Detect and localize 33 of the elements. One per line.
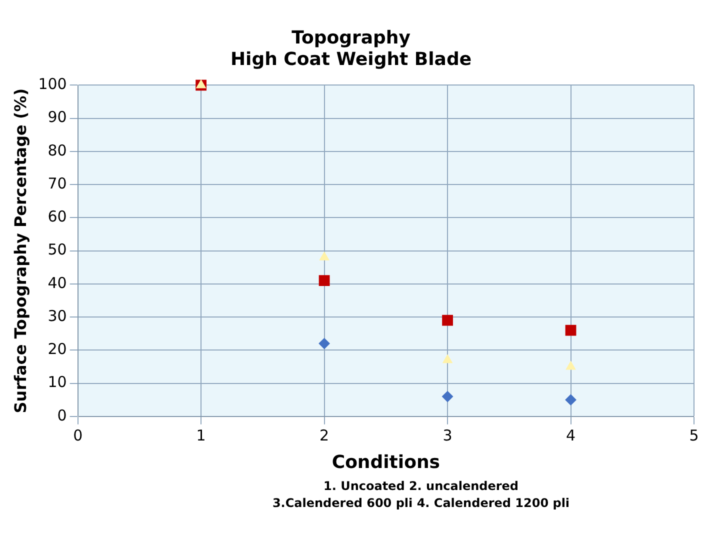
- x-tick-label: 3: [442, 426, 452, 444]
- point: [565, 324, 576, 336]
- y-tick-label: 100: [38, 75, 67, 94]
- chart-title: Topography: [292, 27, 411, 48]
- x-tick-label: 0: [73, 426, 83, 444]
- y-tick-label: 10: [48, 373, 67, 392]
- y-tick-label: 70: [48, 174, 67, 192]
- text: 1. Uncoated 2. uncalendered: [322, 478, 520, 495]
- x-tick-label: 4: [566, 426, 576, 444]
- y-tick-label: 0: [57, 406, 67, 424]
- y-tick-label: 50: [48, 240, 67, 259]
- y-tick-label: 60: [48, 208, 67, 226]
- x-axis-title: Conditions: [332, 452, 440, 473]
- text: 3.Calendered 600 pli 4. Calendered 1200 pli: [271, 495, 571, 512]
- point: [196, 80, 206, 88]
- x-tick-label: 2: [320, 426, 330, 444]
- y-tick-label: 80: [48, 141, 67, 160]
- y-tick-label: 30: [48, 306, 67, 325]
- point: [566, 361, 576, 370]
- point: [442, 391, 454, 402]
- y-tick-label: 90: [48, 108, 67, 126]
- point: [442, 354, 452, 364]
- y-tick-label: 40: [48, 274, 67, 292]
- chart-subtitle: High Coat Weight Blade: [230, 49, 472, 70]
- point: [318, 338, 330, 350]
- y-tick-label: 20: [48, 340, 67, 358]
- point: [318, 275, 330, 286]
- point: [319, 252, 330, 260]
- x-tick-label: 1: [196, 426, 206, 444]
- x-tick-label: 5: [689, 426, 699, 444]
- point: [565, 394, 576, 406]
- point: [442, 314, 453, 326]
- y-axis-title: Surface Topography Percentage (%): [10, 88, 30, 414]
